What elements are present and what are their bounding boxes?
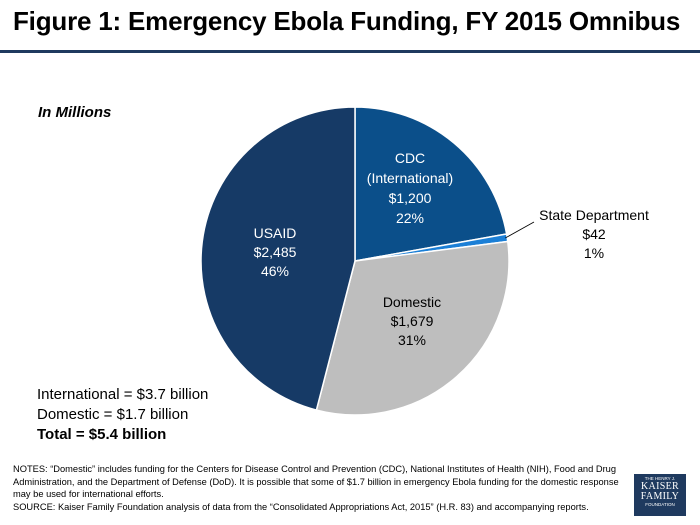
logo-line-2: KAISER: [641, 481, 679, 492]
slice-label-state-2: 1%: [584, 245, 604, 261]
slice-label-cdc-2: $1,200: [389, 190, 432, 206]
notes-text: NOTES: “Domestic” includes funding for t…: [13, 464, 619, 500]
kff-logo: THE HENRY J. KAISER FAMILY FOUNDATION: [634, 474, 686, 516]
logo-line-4: FOUNDATION: [645, 502, 675, 507]
domestic-total: Domestic = $1.7 billion: [37, 406, 189, 423]
funding-totals: International = $3.7 billion Domestic = …: [37, 385, 208, 445]
slice-label-domestic-2: 31%: [398, 332, 426, 348]
slice-label-cdc-3: 22%: [396, 210, 424, 226]
leader-line-state: [505, 221, 535, 239]
units-label: In Millions: [38, 104, 112, 121]
slice-label-state-1: $42: [582, 226, 606, 242]
slice-label-usaid-2: 46%: [261, 263, 289, 279]
pie-slice-domestic: [315, 240, 510, 416]
logo-line-3: FAMILY: [640, 491, 680, 502]
title-divider: [0, 50, 700, 53]
slice-label-domestic-0: Domestic: [383, 294, 441, 310]
pie-slice-usaid: [200, 106, 356, 411]
slice-label-cdc-1: (International): [367, 170, 453, 186]
footnotes: NOTES: “Domestic” includes funding for t…: [13, 463, 623, 513]
logo-line-1: THE HENRY J.: [644, 476, 676, 481]
slice-label-usaid-0: USAID: [254, 225, 297, 241]
international-total: International = $3.7 billion: [37, 386, 209, 403]
pie-slices: [200, 106, 510, 416]
slice-label-domestic-1: $1,679: [391, 313, 434, 329]
slice-label-usaid-1: $2,485: [254, 244, 297, 260]
source-text: SOURCE: Kaiser Family Foundation analysi…: [13, 501, 589, 512]
page-title: Figure 1: Emergency Ebola Funding, FY 20…: [13, 6, 681, 36]
pie-slice-cdc: [354, 106, 508, 262]
slice-label-cdc-0: CDC: [395, 150, 425, 166]
pie-labels: CDC (International) $1,200 22% State Departm…: [254, 150, 649, 348]
slice-label-state-0: State Department: [539, 207, 649, 223]
grand-total: Total = $5.4 billion: [37, 426, 167, 443]
